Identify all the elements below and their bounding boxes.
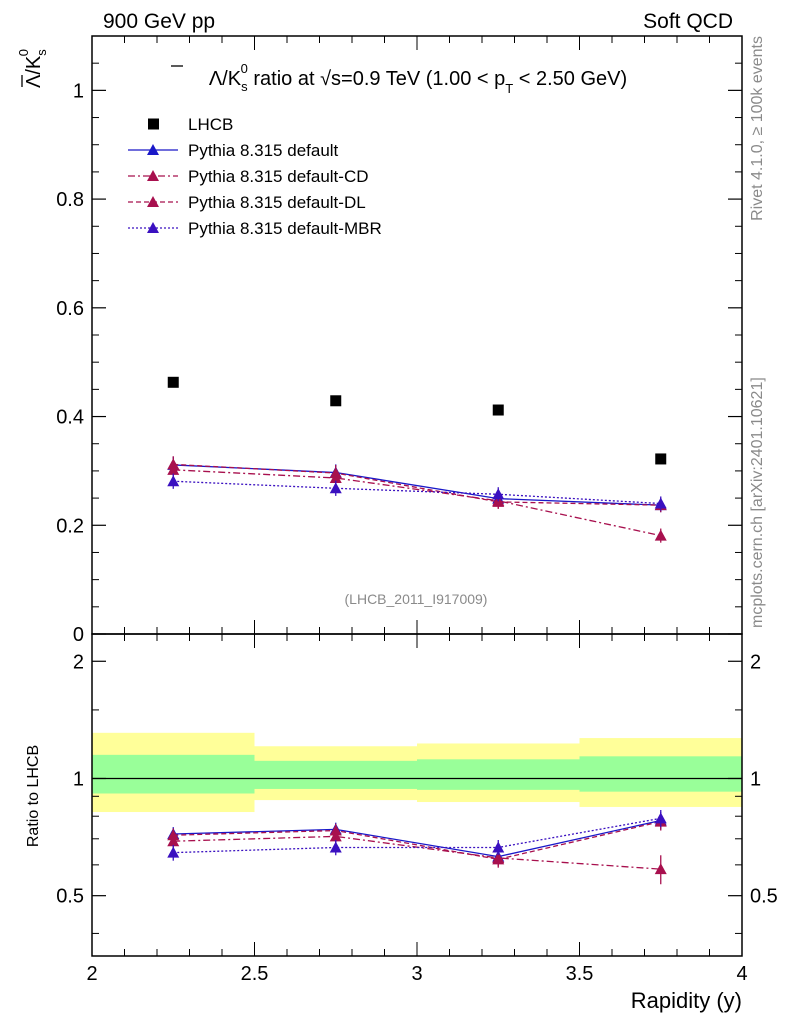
title-pt-sub: T	[505, 81, 513, 96]
ratio-ytick-label-right: 0.5	[750, 886, 778, 908]
ratio-line-default	[173, 819, 661, 858]
ratio-series-cd	[167, 829, 667, 885]
main-ytick-label: 0.6	[56, 298, 84, 320]
title-lambda-k: Λ/K	[209, 68, 242, 90]
series-line-dl	[173, 463, 661, 506]
ylabel-sup: 0	[16, 49, 31, 56]
ratio-point-mbr	[167, 846, 180, 858]
ratio-series-dl	[167, 813, 667, 868]
ylabel-sub: s	[34, 49, 49, 56]
ratio-line-dl	[173, 820, 661, 860]
legend-label-default: Pythia 8.315 default	[188, 141, 339, 160]
ratio-ytick-label: 2	[73, 651, 84, 673]
ylabel-lambda-k: Λ/K	[23, 55, 45, 88]
ratio-point-cd	[654, 863, 667, 875]
ratio-ytick-label-right: 2	[750, 651, 761, 673]
main-title: Λ/Ks 0 ratio at √s=0.9 TeV (1.00 < pT < 2…	[209, 61, 627, 96]
main-ytick-label: 0.8	[56, 189, 84, 211]
ratio-point-dl	[492, 853, 505, 865]
mcplots-label: mcplots.cern.ch [arXiv:2401.10621]	[749, 377, 766, 628]
main-plot-panel: 00.20.40.60.81 Λ/Ks0 ratio at √s=0.9 TeV…	[16, 35, 743, 646]
legend-marker-cd	[147, 170, 159, 181]
ratio-point-dl	[329, 824, 342, 836]
point-data	[330, 395, 342, 407]
header-left: 900 GeV pp	[103, 10, 215, 33]
analysis-id: (LHCB_2011_I917009)	[345, 591, 488, 607]
point-data	[655, 453, 667, 465]
ratio-series-group	[167, 809, 667, 885]
ratio-line-mbr	[173, 817, 661, 854]
legend-item-dl: Pythia 8.315 default-DL	[128, 193, 366, 212]
ratio-axis-ticks: 0.5 0.5 1 1 2 2 2 2.5 3 3.5 4	[56, 634, 778, 985]
main-ytick-label: 0	[73, 624, 84, 646]
legend-marker-mbr	[147, 222, 159, 233]
main-ylabel: Λ/Ks0	[16, 49, 49, 88]
x-tick-label: 2.5	[241, 963, 269, 985]
band-inner	[417, 759, 580, 790]
ratio-point-dl	[167, 829, 180, 841]
ratio-ylabel: Ratio to LHCB	[25, 745, 42, 847]
x-tick-label: 4	[736, 963, 747, 985]
point-dl	[329, 467, 342, 479]
title-post: < 2.50 GeV)	[513, 68, 627, 90]
ratio-ytick-label: 0.5	[56, 886, 84, 908]
ratio-point-mbr	[329, 841, 342, 853]
header-right: Soft QCD	[643, 10, 733, 33]
title-mid: ratio at √s=0.9 TeV (1.00 < p	[248, 68, 505, 90]
legend: LHCB Pythia 8.315 default Pythia 8.315 def…	[128, 115, 382, 238]
ratio-point-mbr	[654, 812, 667, 824]
point-cd	[654, 529, 667, 541]
legend-item-data: LHCB	[148, 115, 233, 134]
ratio-ytick-label-right: 1	[750, 768, 761, 790]
point-data	[492, 404, 504, 416]
band-inner	[579, 756, 742, 792]
main-ytick-label: 1	[73, 80, 84, 102]
point-mbr	[167, 475, 180, 487]
legend-marker-default	[147, 144, 159, 155]
legend-label-cd: Pythia 8.315 default-CD	[188, 167, 369, 186]
series-line-mbr	[173, 480, 661, 505]
main-series-group	[167, 376, 667, 543]
ratio-series-mbr	[167, 809, 667, 861]
legend-item-default: Pythia 8.315 default	[128, 141, 339, 160]
legend-label-data: LHCB	[188, 115, 233, 134]
point-mbr	[329, 482, 342, 494]
band-inner	[92, 754, 255, 794]
ratio-bands	[92, 732, 742, 813]
series-mbr	[167, 473, 667, 511]
ratio-point-mbr	[492, 841, 505, 853]
point-mbr	[492, 488, 505, 500]
series-line-cd	[173, 469, 661, 537]
main-axis-ticks: 0 0.2 0.4 0.6 0.8 1	[56, 35, 743, 646]
legend-marker-dl	[147, 196, 159, 207]
legend-marker-data	[148, 118, 159, 130]
title-k-sup: 0	[241, 61, 248, 76]
title-k-sub: s	[241, 79, 248, 94]
x-tick-label: 2	[86, 963, 97, 985]
ratio-series-default	[167, 812, 667, 865]
band-inner	[254, 760, 417, 789]
point-mbr	[654, 497, 667, 509]
point-data	[167, 376, 179, 388]
ratio-line-cd	[173, 835, 661, 870]
legend-label-dl: Pythia 8.315 default-DL	[188, 193, 366, 212]
svg-text:Λ/Ks0: Λ/Ks0	[16, 49, 49, 88]
rivet-label: Rivet 4.1.0, ≥ 100k events	[749, 36, 766, 221]
main-ytick-label: 0.2	[56, 515, 84, 537]
legend-item-mbr: Pythia 8.315 default-MBR	[128, 219, 382, 238]
legend-item-cd: Pythia 8.315 default-CD	[128, 167, 369, 186]
main-ytick-label: 0.4	[56, 407, 84, 429]
x-tick-label: 3.5	[566, 963, 594, 985]
x-tick-label: 3	[411, 963, 422, 985]
series-data	[167, 376, 667, 465]
point-dl	[492, 495, 505, 507]
point-dl	[167, 458, 180, 470]
ratio-ytick-label: 1	[73, 768, 84, 790]
legend-label-mbr: Pythia 8.315 default-MBR	[188, 219, 382, 238]
ratio-plot-panel: 0.5 0.5 1 1 2 2 2 2.5 3 3.5 4 Ratio to LHCB Rapidi…	[25, 633, 778, 1013]
x-axis-label: Rapidity (y)	[631, 988, 742, 1013]
